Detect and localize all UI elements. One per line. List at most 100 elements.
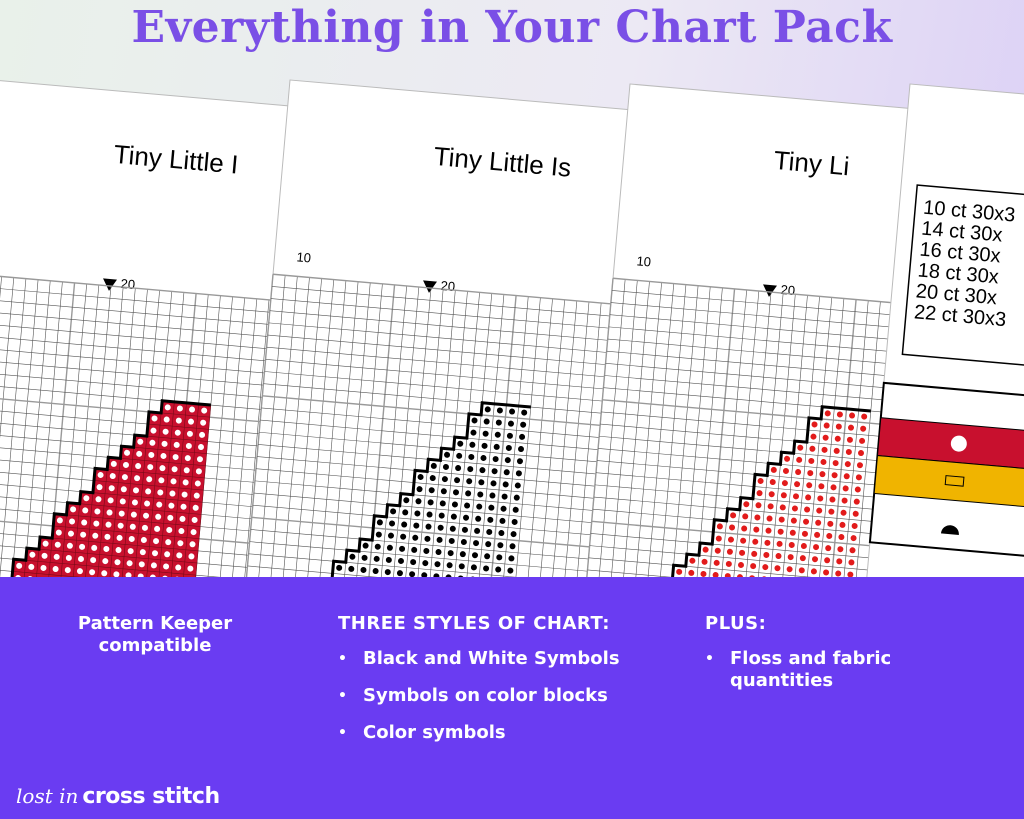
stitch-symbol xyxy=(778,516,785,523)
stitch-symbol xyxy=(729,524,736,531)
stitch-symbol xyxy=(795,469,802,476)
stitch-symbol xyxy=(852,510,859,517)
stitch-symbol xyxy=(825,545,832,552)
stitch-symbol xyxy=(373,555,380,562)
stitch-symbol xyxy=(835,570,842,577)
stitch-symbol xyxy=(712,572,719,579)
stitch-symbol xyxy=(701,558,708,565)
stitch-symbol xyxy=(169,490,176,497)
stitch-symbol xyxy=(829,496,836,503)
stitch-symbol xyxy=(403,497,410,504)
stitch-symbol xyxy=(439,500,446,507)
stitch-symbol xyxy=(509,408,516,415)
stitch-symbol xyxy=(839,521,846,528)
grid-line xyxy=(843,301,881,600)
stitch-symbol xyxy=(444,451,451,458)
grid-line xyxy=(0,308,329,343)
stitch-symbol xyxy=(376,519,383,526)
stitch-symbol xyxy=(504,457,511,464)
stitch-symbol xyxy=(805,494,812,501)
stitch-symbol xyxy=(479,467,486,474)
stitch-symbol xyxy=(121,474,128,481)
stitch-symbol xyxy=(757,477,764,484)
grid-line xyxy=(696,288,736,600)
grid-line xyxy=(0,393,321,428)
stitch-symbol xyxy=(840,509,847,516)
stitch-symbol xyxy=(422,560,429,567)
grid-line xyxy=(263,383,643,418)
stitch-symbol xyxy=(776,540,783,547)
stitch-symbol xyxy=(765,527,772,534)
grid-line xyxy=(0,344,326,379)
stitch-symbol xyxy=(89,569,96,576)
grid-line xyxy=(260,419,639,454)
stitch-symbol xyxy=(417,473,424,480)
grid-line xyxy=(257,456,636,490)
stitch-symbol xyxy=(465,490,472,497)
stitch-symbol xyxy=(156,501,163,508)
grid-line xyxy=(515,298,553,600)
grid-line xyxy=(0,279,39,600)
grid-line xyxy=(612,281,650,600)
stitch-symbol xyxy=(176,552,183,559)
stitch-symbol xyxy=(521,409,528,416)
stitch-symbol xyxy=(425,523,432,530)
stitch-symbol xyxy=(106,509,113,516)
stitch-symbol xyxy=(29,551,36,558)
stitch-symbol xyxy=(398,558,405,565)
grid-line xyxy=(539,300,578,600)
stitch-symbol xyxy=(461,526,468,533)
stitch-symbol xyxy=(509,543,516,550)
stitch-symbol xyxy=(41,552,48,559)
stitch-symbol xyxy=(415,498,422,505)
grid-line xyxy=(745,293,784,600)
stitch-symbol xyxy=(519,433,526,440)
stitch-symbol xyxy=(416,486,423,493)
grid-line xyxy=(345,283,383,600)
stitch-symbol xyxy=(81,519,88,526)
stitch-symbol xyxy=(158,477,165,484)
stitch-symbol xyxy=(110,460,117,467)
stitch-symbol xyxy=(127,548,134,555)
pattern-keeper: Pattern Keeper compatible xyxy=(77,613,233,656)
stitch-symbol xyxy=(83,495,90,502)
stitch-symbol xyxy=(510,531,517,538)
stitch-symbol xyxy=(151,550,158,557)
grid-marker xyxy=(763,284,777,297)
stitch-symbol xyxy=(442,463,449,470)
stitch-symbol xyxy=(107,497,114,504)
stitch-symbol xyxy=(458,563,465,570)
stitch-symbol xyxy=(855,474,862,481)
stitch-symbol xyxy=(180,503,187,510)
stitch-symbol xyxy=(54,541,61,548)
stitch-symbol xyxy=(484,406,491,413)
stitch-symbol xyxy=(446,562,453,569)
stitch-symbol xyxy=(375,531,382,538)
stitch-symbol xyxy=(440,488,447,495)
grid-line xyxy=(624,282,662,600)
stitch-symbol xyxy=(160,453,167,460)
stitch-symbol xyxy=(833,447,840,454)
grid-marker xyxy=(423,280,437,293)
stitch-symbol xyxy=(103,545,110,552)
stitch-symbol xyxy=(434,561,441,568)
stitch-symbol xyxy=(176,405,183,412)
stitch-symbol xyxy=(199,431,206,438)
stitch-symbol xyxy=(175,564,182,571)
grid-line xyxy=(332,282,371,600)
stitch-symbol xyxy=(824,410,831,417)
stitch-symbol xyxy=(516,458,523,465)
stitch-symbol xyxy=(120,486,127,493)
stitch-symbol xyxy=(374,543,381,550)
stitch-symbol xyxy=(144,500,151,507)
grid-line xyxy=(0,296,330,330)
stitch-symbol xyxy=(174,429,181,436)
grid-line xyxy=(0,271,332,307)
grid-line xyxy=(478,295,517,600)
stitch-symbol xyxy=(845,448,852,455)
stitch-symbol xyxy=(801,530,808,537)
key-symbol xyxy=(950,435,967,452)
plus-list: Floss and fabric quantities xyxy=(705,648,905,692)
stitch-symbol xyxy=(126,560,133,567)
stitch-symbol xyxy=(810,568,817,575)
